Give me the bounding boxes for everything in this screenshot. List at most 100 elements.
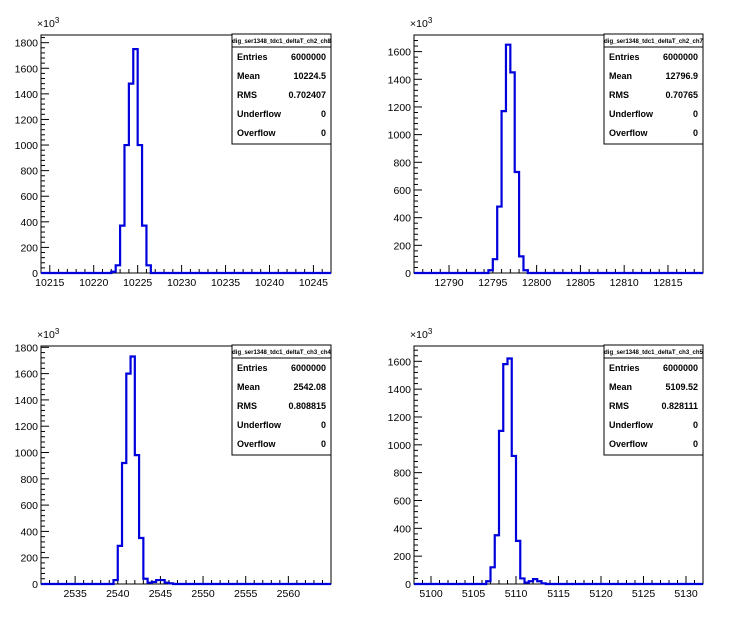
stats-label-entries: Entries: [237, 363, 268, 373]
y-tick-label: 400: [20, 526, 38, 538]
stats-value-entries: 6000000: [663, 363, 698, 373]
stats-value-overflow: 0: [693, 128, 698, 138]
stats-label-overflow: Overflow: [609, 128, 649, 138]
stats-label-overflow: Overflow: [609, 439, 649, 449]
stats-label-mean: Mean: [237, 382, 260, 392]
stats-label-rms: RMS: [609, 401, 629, 411]
stats-value-rms: 0.702407: [288, 90, 326, 100]
y-tick-label: 600: [20, 500, 38, 512]
x-tick-label: 12805: [566, 277, 595, 289]
stats-value-underflow: 0: [321, 420, 326, 430]
stats-title: dig_ser1348_tdc1_deltaT_ch2_ch8: [232, 39, 331, 45]
y-tick-label: 1600: [15, 369, 39, 381]
stats-value-overflow: 0: [321, 439, 326, 449]
x-tick-label: 5115: [547, 588, 570, 600]
y-tick-label: 1200: [15, 421, 39, 433]
y-tick-label: 400: [20, 217, 38, 229]
stats-label-underflow: Underflow: [609, 420, 654, 430]
x-tick-label: 12815: [653, 277, 682, 289]
stats-label-rms: RMS: [237, 401, 257, 411]
y-tick-label: 1400: [15, 395, 39, 407]
stats-value-underflow: 0: [321, 109, 326, 119]
x-tick-label: 5130: [674, 588, 698, 600]
y-tick-label: 600: [393, 495, 411, 507]
y-tick-label: 1200: [388, 102, 412, 114]
y-tick-label: 800: [393, 468, 411, 480]
x-tick-label: 2550: [191, 588, 215, 600]
y-tick-label: 200: [20, 553, 38, 565]
stats-title: dig_ser1348_tdc1_deltaT_ch3_ch4: [232, 350, 331, 356]
stats-label-underflow: Underflow: [237, 420, 282, 430]
y-tick-label: 200: [393, 551, 411, 563]
histogram-series: [41, 47, 331, 275]
x-tick-label: 10235: [211, 277, 240, 289]
x-tick-label: 10240: [255, 277, 284, 289]
y-tick-label: 1400: [388, 384, 412, 396]
stats-value-mean: 2542.08: [293, 382, 326, 392]
stats-box: [231, 344, 332, 456]
x-tick-label: 5120: [589, 588, 613, 600]
x-tick-label: 2560: [277, 588, 301, 600]
y-tick-label: 600: [393, 185, 411, 197]
stats-label-mean: Mean: [237, 71, 260, 81]
stats-value-underflow: 0: [693, 420, 698, 430]
y-tick-label: 1000: [388, 130, 412, 142]
stats-label-entries: Entries: [609, 363, 640, 373]
y-tick-label: 800: [20, 474, 38, 486]
stats-title: dig_ser1348_tdc1_deltaT_ch3_ch5: [604, 350, 703, 356]
stats-box: [603, 344, 704, 456]
x-tick-label: 12790: [434, 277, 463, 289]
x-tick-label: 2555: [234, 588, 258, 600]
stats-value-rms: 0.828111: [661, 401, 698, 411]
histogram-pad-2: 12790 12795 12800 12805 12810 12815 0 200 400 600…: [388, 16, 704, 289]
stats-box: [231, 33, 332, 145]
stats-value-mean: 12796.9: [665, 71, 698, 81]
x-tick-label: 10230: [167, 277, 196, 289]
histogram-series: [41, 355, 331, 586]
x-tick-label: 5105: [462, 588, 486, 600]
stats-value-underflow: 0: [693, 109, 698, 119]
stats-value-entries: 6000000: [663, 52, 698, 62]
stats-label-mean: Mean: [609, 71, 632, 81]
y-tick-label: 200: [393, 240, 411, 252]
y-tick-label: 1800: [15, 342, 39, 354]
y-tick-label: 0: [405, 268, 411, 280]
stats-value-mean: 10224.5: [293, 71, 326, 81]
x-tick-label: 5125: [632, 588, 656, 600]
stats-box: [603, 33, 704, 145]
y-tick-label: 1200: [15, 114, 39, 126]
y-tick-label: 1800: [15, 38, 39, 50]
stats-value-entries: 6000000: [291, 363, 326, 373]
stats-value-rms: 0.70765: [665, 90, 698, 100]
y-tick-label: 1600: [388, 47, 412, 59]
y-tick-label: 600: [20, 191, 38, 203]
histogram-pad-3: 2535 2540 2545 2550 2555 2560 0 200 400 600 800 100…: [15, 327, 332, 600]
stats-label-overflow: Overflow: [237, 439, 277, 449]
y-axis-multiplier: ×103: [410, 16, 433, 30]
x-tick-label: 12800: [522, 277, 551, 289]
y-axis-multiplier: ×103: [37, 327, 60, 341]
stats-value-overflow: 0: [321, 128, 326, 138]
y-tick-label: 0: [405, 579, 411, 591]
y-tick-label: 800: [393, 157, 411, 169]
x-tick-label: 5110: [505, 588, 528, 600]
y-tick-label: 1600: [388, 356, 412, 368]
y-tick-label: 1000: [15, 140, 39, 152]
x-tick-label: 2540: [106, 588, 130, 600]
stats-label-rms: RMS: [237, 90, 257, 100]
y-tick-label: 800: [20, 166, 38, 178]
stats-label-overflow: Overflow: [237, 128, 277, 138]
x-tick-label: 12810: [610, 277, 639, 289]
x-tick-label: 2545: [149, 588, 173, 600]
stats-label-entries: Entries: [609, 52, 640, 62]
y-tick-label: 1000: [388, 440, 412, 452]
x-tick-label: 5100: [419, 588, 443, 600]
y-tick-label: 400: [393, 523, 411, 535]
y-axis-multiplier: ×103: [410, 327, 433, 341]
x-tick-label: 10245: [299, 277, 328, 289]
x-tick-label: 2535: [63, 588, 87, 600]
histogram-series: [414, 43, 703, 275]
x-tick-label: 10215: [35, 277, 64, 289]
stats-label-mean: Mean: [609, 382, 632, 392]
stats-value-entries: 6000000: [291, 52, 326, 62]
